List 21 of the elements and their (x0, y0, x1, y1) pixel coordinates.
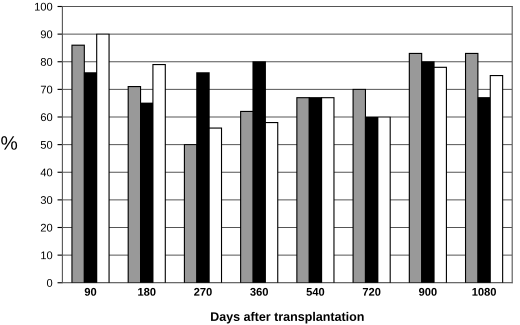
y-tick-label: 80 (40, 58, 52, 66)
y-tick-label: 0 (46, 279, 52, 287)
x-tick-label: 90 (84, 288, 96, 296)
x-tick-label: 180 (138, 288, 156, 296)
y-tick-label: 100 (34, 2, 52, 11)
x-tick-label: 1080 (472, 288, 496, 296)
x-tick-label: 720 (362, 288, 380, 296)
x-axis-title: Days after transplantation (211, 312, 364, 324)
y-tick-label: 90 (40, 30, 52, 38)
y-tick-label: 50 (40, 140, 52, 149)
y-tick-label: 60 (40, 113, 52, 122)
y-tick-label: 70 (40, 86, 52, 94)
y-tick-label: 20 (40, 224, 52, 232)
x-tick-label: 540 (306, 288, 324, 296)
x-tick-label: 360 (250, 288, 268, 296)
x-tick-label: 900 (418, 288, 437, 296)
y-tick-label: 40 (40, 168, 52, 176)
y-tick-label: 30 (40, 196, 52, 204)
y-tick-label: 10 (41, 251, 52, 260)
x-tick-label: 270 (194, 288, 212, 296)
y-axis-title: % (1, 136, 18, 150)
